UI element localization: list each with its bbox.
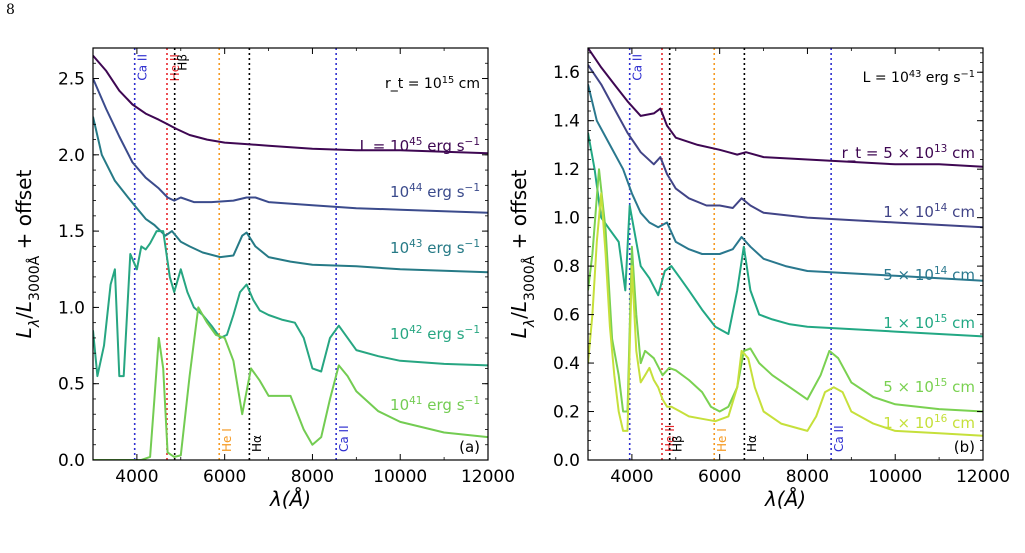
series-label: 1044 erg s−1: [390, 182, 480, 201]
line-id-label: Ca II: [135, 54, 149, 81]
y-tick-label: 0.2: [553, 403, 580, 423]
y-tick-label: 1.4: [553, 112, 580, 132]
line-id-label: Hα: [745, 435, 759, 452]
y-tick-label: 2.5: [58, 70, 85, 90]
y-tick-label: 0.6: [553, 306, 580, 326]
y-tick-label: 0.8: [553, 257, 580, 277]
series-label: 1 × 1014 cm: [883, 202, 975, 221]
series-line: [588, 48, 983, 168]
y-tick-label: 1.6: [553, 63, 580, 83]
series-line: [588, 168, 983, 413]
line-id-label: He I: [220, 428, 234, 452]
series-line: [93, 306, 488, 460]
series-line: [93, 54, 488, 155]
series-label: 1 × 1016 cm: [883, 413, 975, 432]
series-line: [588, 192, 983, 437]
x-tick-label: 6000: [203, 467, 246, 487]
series-line: [93, 78, 488, 214]
x-tick-label: 10000: [373, 467, 427, 487]
series-line: [588, 64, 983, 229]
page-number: 8: [6, 2, 15, 18]
line-id-label: He I: [715, 428, 729, 452]
line-id-label: Ca II: [337, 425, 351, 452]
line-id-label: Ca II: [832, 425, 846, 452]
series-line: [93, 116, 488, 274]
y-tick-label: 0.0: [58, 451, 85, 471]
line-id-label: He II: [168, 54, 182, 81]
x-axis-label: λ(Å): [269, 487, 311, 511]
panel-label: (a): [459, 438, 480, 456]
series-label: 1 × 1015 cm: [883, 313, 975, 332]
x-axis-label: λ(Å): [764, 487, 806, 511]
x-tick-label: 8000: [786, 467, 829, 487]
y-tick-label: 0.0: [553, 451, 580, 471]
x-tick-label: 4000: [610, 467, 653, 487]
line-id-label: Hβ: [175, 54, 189, 71]
panel-label: (b): [954, 438, 975, 456]
x-tick-label: 12000: [956, 467, 1010, 487]
x-tick-label: 8000: [291, 467, 334, 487]
series-line: [588, 132, 983, 338]
y-tick-label: 1.0: [553, 209, 580, 229]
axes-frame: [92, 47, 489, 461]
series-label: 5 × 1014 cm: [883, 265, 975, 284]
y-tick-label: 1.2: [553, 160, 580, 180]
series-label: 1042 erg s−1: [390, 324, 480, 343]
y-tick-label: 1.0: [58, 298, 85, 318]
series-label: 1043 erg s−1: [390, 238, 480, 257]
panel-annotation: L = 1043 erg s−1: [863, 69, 975, 87]
series-label: 5 × 1015 cm: [883, 377, 975, 396]
line-id-label: Ca II: [630, 54, 644, 81]
y-axis-label: Lλ/L3000Å + offset: [507, 170, 538, 339]
axes-frame: [587, 47, 984, 461]
x-tick-label: 10000: [868, 467, 922, 487]
series-label: r_t = 5 × 1013 cm: [842, 143, 975, 163]
y-tick-label: 1.5: [58, 222, 85, 242]
x-tick-label: 12000: [461, 467, 515, 487]
line-id-label: Hβ: [670, 435, 684, 452]
x-tick-label: 6000: [698, 467, 741, 487]
series-label: L = 1045 erg s−1: [360, 136, 480, 155]
line-id-label: Hα: [250, 435, 264, 452]
y-tick-label: 0.4: [553, 354, 580, 374]
x-tick-label: 4000: [115, 467, 158, 487]
panel-annotation: r_t = 1015 cm: [385, 75, 480, 93]
y-tick-label: 2.0: [58, 146, 85, 166]
series-line: [588, 84, 983, 282]
y-tick-label: 0.5: [58, 375, 85, 395]
y-axis-label: Lλ/L3000Å + offset: [12, 170, 43, 339]
series-line: [93, 230, 488, 378]
series-label: 1041 erg s−1: [390, 395, 480, 414]
